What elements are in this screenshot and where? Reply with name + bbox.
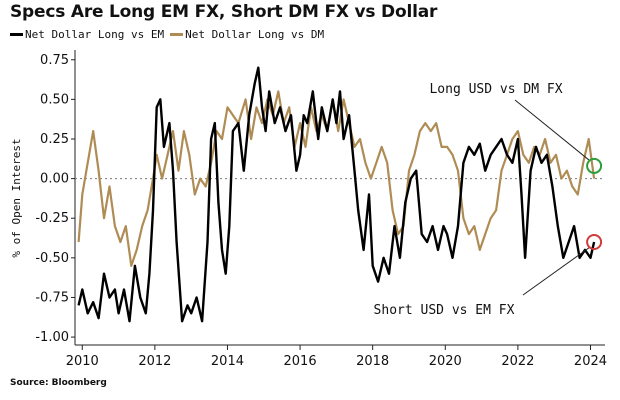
annotation-leader-dm <box>514 99 591 162</box>
x-tick-label: 2022 <box>501 354 534 369</box>
legend: Net Dollar Long vs EM Net Dollar Long vs… <box>10 28 330 41</box>
legend-swatch-em <box>10 33 23 36</box>
x-tick-label: 2018 <box>356 354 389 369</box>
legend-label-dm: Net Dollar Long vs DM <box>185 28 325 41</box>
y-tick-label: -0.50 <box>35 251 69 266</box>
x-tick-label: 2010 <box>66 354 99 369</box>
y-tick-label: 0.75 <box>40 53 69 68</box>
annotation-label-em: Short USD vs EM FX <box>374 303 515 318</box>
legend-label-em: Net Dollar Long vs EM <box>25 28 165 41</box>
x-tick-label: 2020 <box>429 354 462 369</box>
annotation-circle-em <box>586 233 603 250</box>
annotation-circle-dm <box>586 157 603 174</box>
y-tick-label: 0.50 <box>40 92 69 107</box>
y-axis-label: % of Open Interest <box>10 138 23 257</box>
x-tick-label: 2014 <box>211 354 244 369</box>
source-note: Source: Bloomberg <box>10 378 107 388</box>
y-tick-label: 0.25 <box>40 132 69 147</box>
legend-swatch-dm <box>170 33 184 36</box>
series-line-em <box>77 66 596 323</box>
y-tick-label: -0.75 <box>35 290 69 305</box>
x-tick-label: 2024 <box>574 354 607 369</box>
x-tick-label: 2012 <box>138 354 171 369</box>
y-tick-label: 0.00 <box>40 172 69 187</box>
legend-item-em: Net Dollar Long vs EM <box>10 28 164 41</box>
legend-item-dm: Net Dollar Long vs DM <box>170 28 324 41</box>
annotation-leader-em <box>522 246 591 296</box>
annotation-label-dm: Long USD vs DM FX <box>429 82 562 97</box>
y-tick-label: -1.00 <box>35 330 69 345</box>
chart-title: Specs Are Long EM FX, Short DM FX vs Dol… <box>10 2 438 22</box>
x-tick-label: 2016 <box>284 354 317 369</box>
y-tick-label: -0.25 <box>35 211 69 226</box>
